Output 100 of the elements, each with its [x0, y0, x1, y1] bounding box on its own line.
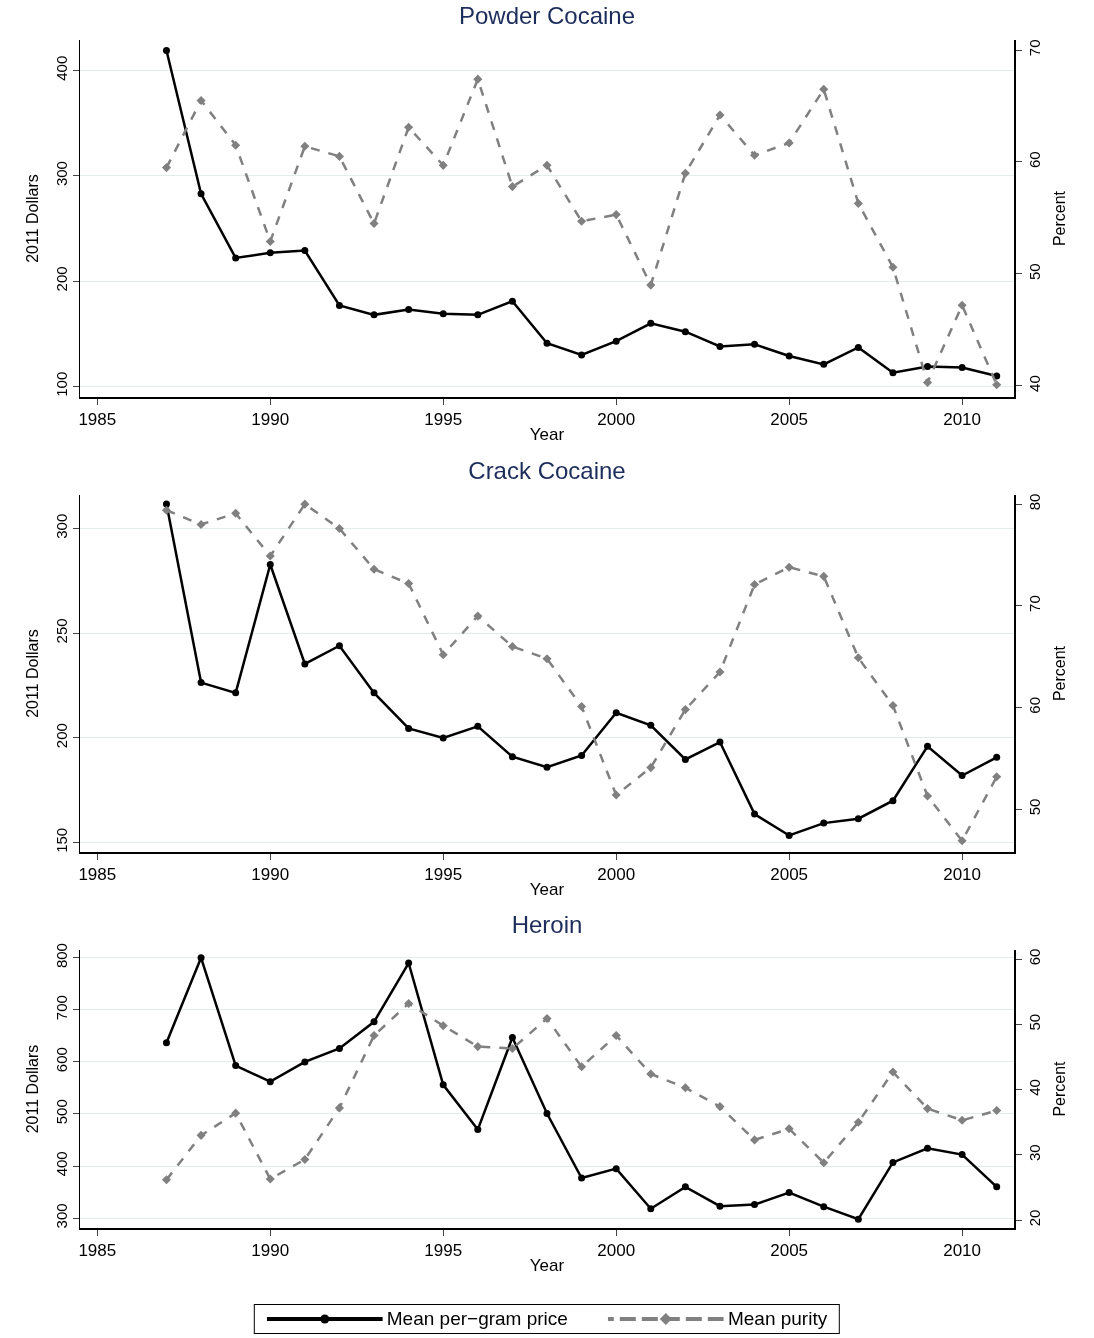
- point: [853, 653, 863, 663]
- text: Mean per−gram price: [386, 1308, 568, 1330]
- point: [162, 1039, 170, 1047]
- point: [474, 311, 482, 319]
- point: [578, 751, 586, 759]
- y2-axis-title: Percent: [1050, 1060, 1068, 1117]
- x-tick-label: 1990: [251, 1240, 290, 1260]
- x-tick-label: 1985: [78, 1240, 117, 1260]
- point: [958, 1151, 966, 1159]
- point: [716, 1202, 724, 1210]
- point: [922, 791, 933, 801]
- point: [265, 1174, 275, 1184]
- point: [301, 247, 309, 255]
- point: [438, 160, 448, 170]
- y-tick-label: 250: [52, 618, 70, 644]
- point: [577, 216, 587, 226]
- y-tick-label: 400: [52, 55, 70, 81]
- point: [958, 772, 966, 780]
- y2-tick-label: 60: [1025, 948, 1043, 966]
- y-tick-label: 500: [52, 1099, 70, 1125]
- point: [819, 571, 829, 581]
- point: [993, 1183, 1001, 1191]
- point: [820, 1203, 828, 1211]
- point: [231, 140, 241, 150]
- point: [889, 369, 897, 377]
- y-axis-title: 2011 Dollars: [23, 1044, 41, 1134]
- y2-tick-label: 40: [1025, 1079, 1043, 1096]
- y-tick-label: 150: [52, 827, 70, 853]
- point: [853, 1117, 863, 1127]
- point: [508, 753, 516, 761]
- x-tick-label: 2010: [943, 1240, 982, 1260]
- point: [542, 160, 552, 170]
- point: [715, 1102, 725, 1112]
- x-tick-label: 1985: [78, 864, 117, 884]
- y2-tick-label: 30: [1025, 1144, 1043, 1161]
- point: [405, 724, 413, 732]
- y2-tick-label: 50: [1025, 1013, 1043, 1031]
- point: [161, 163, 172, 173]
- point: [647, 721, 655, 729]
- point: [611, 790, 621, 800]
- point: [300, 1154, 310, 1165]
- point: [162, 47, 170, 55]
- x-tick-label: 1995: [424, 409, 463, 429]
- point: [992, 380, 1002, 390]
- point: [507, 1043, 517, 1054]
- point: [301, 660, 309, 668]
- point: [369, 1030, 379, 1041]
- point: [474, 1126, 482, 1134]
- point: [922, 1104, 933, 1114]
- point: [612, 337, 620, 345]
- point: [405, 306, 413, 314]
- point: [231, 1108, 241, 1118]
- point: [197, 190, 205, 198]
- y-tick-label: 700: [52, 995, 70, 1021]
- point: [543, 763, 551, 771]
- point: [785, 352, 793, 360]
- x-tick-label: 1985: [78, 409, 117, 429]
- x-tick-label: 2000: [597, 409, 636, 429]
- point: [300, 141, 310, 151]
- chart-title: Crack Cocaine: [468, 456, 626, 484]
- point: [577, 702, 587, 712]
- x-axis-title: Year: [529, 1256, 565, 1276]
- point: [924, 742, 932, 750]
- point: [888, 700, 898, 711]
- y-tick-label: 300: [52, 513, 70, 539]
- point: [750, 1135, 760, 1145]
- point: [784, 562, 794, 572]
- point: [161, 505, 172, 515]
- point: [820, 360, 828, 368]
- point: [266, 561, 274, 569]
- point: [889, 797, 897, 805]
- point: [197, 679, 205, 687]
- y-tick-label: 300: [52, 161, 70, 187]
- y-tick-label: 300: [52, 1203, 70, 1229]
- point: [888, 1067, 898, 1077]
- point: [958, 364, 966, 372]
- point: [924, 362, 932, 370]
- point: [370, 311, 378, 319]
- point: [820, 819, 828, 827]
- point: [611, 1030, 621, 1041]
- point: [888, 262, 898, 272]
- point: [197, 954, 205, 962]
- point: [681, 755, 689, 763]
- point: [438, 650, 448, 660]
- y2-tick-label: 50: [1025, 798, 1043, 816]
- point: [750, 579, 760, 590]
- point: [957, 836, 967, 846]
- point: [716, 738, 724, 746]
- point: [647, 319, 655, 327]
- y-tick-label: 100: [52, 371, 70, 397]
- x-tick-label: 2010: [943, 409, 982, 429]
- point: [543, 339, 551, 347]
- point: [439, 1081, 447, 1089]
- point: [369, 564, 379, 574]
- y-tick-label: 400: [52, 1151, 70, 1177]
- point: [473, 1042, 483, 1052]
- point: [751, 1201, 759, 1209]
- x-tick-label: 1990: [251, 409, 290, 429]
- point: [542, 654, 552, 664]
- y-tick-label: 200: [52, 723, 70, 749]
